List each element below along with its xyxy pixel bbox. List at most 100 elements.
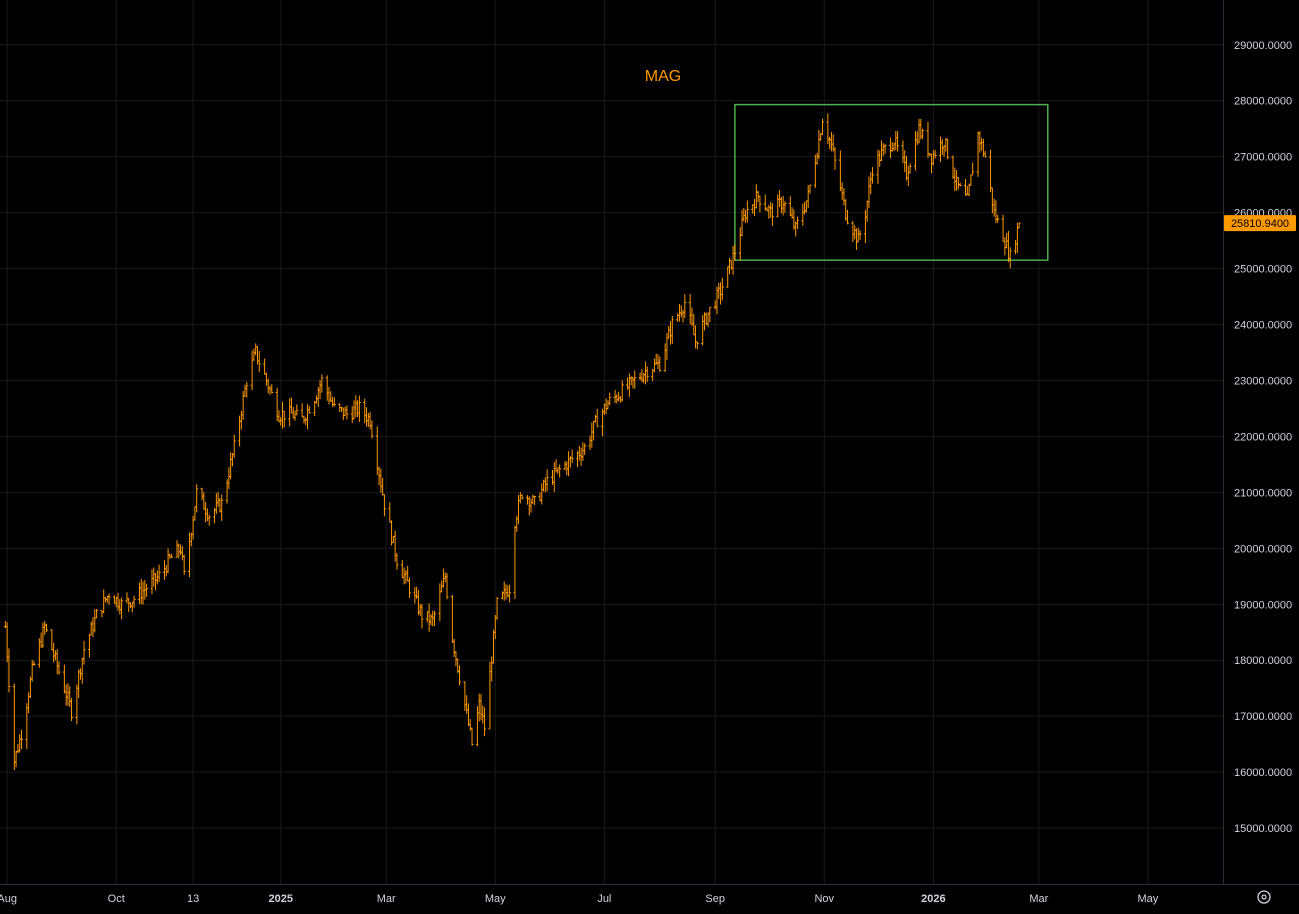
price-tick-label: 19000.0000	[1234, 599, 1292, 611]
time-tick-label: Aug	[0, 893, 17, 905]
price-bar	[93, 609, 97, 633]
price-bar	[883, 143, 887, 154]
price-bar	[577, 445, 581, 461]
price-bar	[62, 664, 66, 694]
price-bar	[432, 610, 436, 627]
price-bar	[343, 406, 347, 417]
price-bar	[978, 131, 982, 153]
price-bar	[518, 491, 522, 504]
price-bar	[504, 584, 508, 600]
price-bar	[846, 209, 850, 225]
price-bar	[370, 420, 374, 439]
price-bar	[170, 553, 174, 558]
price-bar	[293, 410, 297, 421]
last-price-label: 25810.9400	[1231, 218, 1289, 230]
price-bar	[740, 209, 744, 237]
price-bar	[268, 385, 272, 395]
price-bar	[150, 569, 154, 595]
price-bar	[540, 483, 544, 505]
price-bar	[888, 137, 892, 159]
price-bar	[238, 415, 242, 447]
price-bar	[466, 703, 470, 727]
price-bar	[120, 597, 124, 620]
price-bar	[252, 348, 256, 361]
price-bar	[938, 136, 942, 163]
price-bar	[443, 572, 447, 583]
price-bar	[254, 343, 258, 356]
price-bar	[382, 494, 386, 517]
price-bar	[615, 394, 619, 404]
price-bar	[670, 315, 674, 344]
price-tick-label: 23000.0000	[1234, 375, 1292, 387]
price-bar	[313, 400, 317, 417]
price-bar	[638, 372, 642, 381]
price-bar	[82, 640, 86, 665]
price-bar	[931, 150, 935, 166]
price-bar	[465, 695, 469, 714]
price-bar	[177, 543, 181, 559]
price-bar	[556, 467, 560, 475]
price-bar	[806, 185, 810, 209]
price-bar	[531, 494, 535, 504]
price-bar	[545, 469, 549, 492]
price-bar	[470, 727, 474, 746]
price-bar	[593, 414, 597, 423]
price-bar	[767, 204, 771, 219]
settings-icon	[1257, 890, 1271, 904]
price-tick-label: 20000.0000	[1234, 543, 1292, 555]
price-bar	[658, 356, 662, 372]
settings-button[interactable]	[1252, 887, 1276, 907]
annotation-layer	[734, 103, 1049, 261]
price-bar	[618, 395, 622, 403]
price-bar	[230, 453, 234, 467]
price-bar	[25, 703, 29, 750]
price-bar	[633, 370, 637, 389]
price-bar	[191, 515, 195, 540]
price-bar	[53, 650, 57, 661]
price-bar	[869, 172, 873, 195]
price-bar	[701, 314, 705, 346]
price-bar	[1015, 222, 1019, 253]
price-bar	[41, 622, 45, 648]
price-bar	[881, 143, 885, 157]
price-bar	[257, 351, 261, 373]
time-tick-label: Sep	[705, 893, 725, 905]
price-bar	[903, 150, 907, 173]
price-bar	[145, 583, 149, 597]
price-axis[interactable]: 15000.0000 16000.0000 17000.0000 18000.0000…	[1223, 0, 1293, 884]
price-bar	[502, 581, 506, 601]
price-bar	[200, 487, 204, 501]
price-bar	[665, 332, 669, 361]
price-bar	[1017, 222, 1021, 229]
price-bar	[7, 648, 11, 693]
price-bar	[783, 201, 787, 213]
price-bar	[804, 200, 808, 213]
price-bar	[166, 548, 170, 574]
price-bar	[543, 477, 547, 493]
price-bar	[232, 434, 236, 458]
price-bar	[550, 469, 554, 485]
price-bar	[288, 398, 292, 427]
time-axis[interactable]: Aug Oct 13 2025 Mar May Jul Sep Nov 2026 Mar May	[0, 884, 1299, 906]
price-bar	[227, 467, 231, 490]
price-bar	[1008, 247, 1012, 269]
price-bar	[130, 601, 134, 613]
price-bar	[356, 400, 360, 418]
price-bar	[879, 140, 883, 162]
price-bar	[1014, 239, 1018, 255]
price-bar	[452, 638, 456, 658]
price-bar	[420, 603, 424, 629]
price-bar	[688, 293, 692, 325]
annotation-box[interactable]	[734, 103, 1049, 261]
price-tick-label: 25000.0000	[1234, 264, 1292, 276]
price-bar	[708, 306, 712, 323]
price-bar	[583, 443, 587, 456]
time-tick-label: 13	[187, 893, 199, 905]
price-bar	[533, 495, 537, 505]
price-bar	[179, 544, 183, 556]
price-bar	[744, 209, 748, 224]
price-bar	[77, 669, 81, 698]
price-bar	[116, 592, 120, 611]
